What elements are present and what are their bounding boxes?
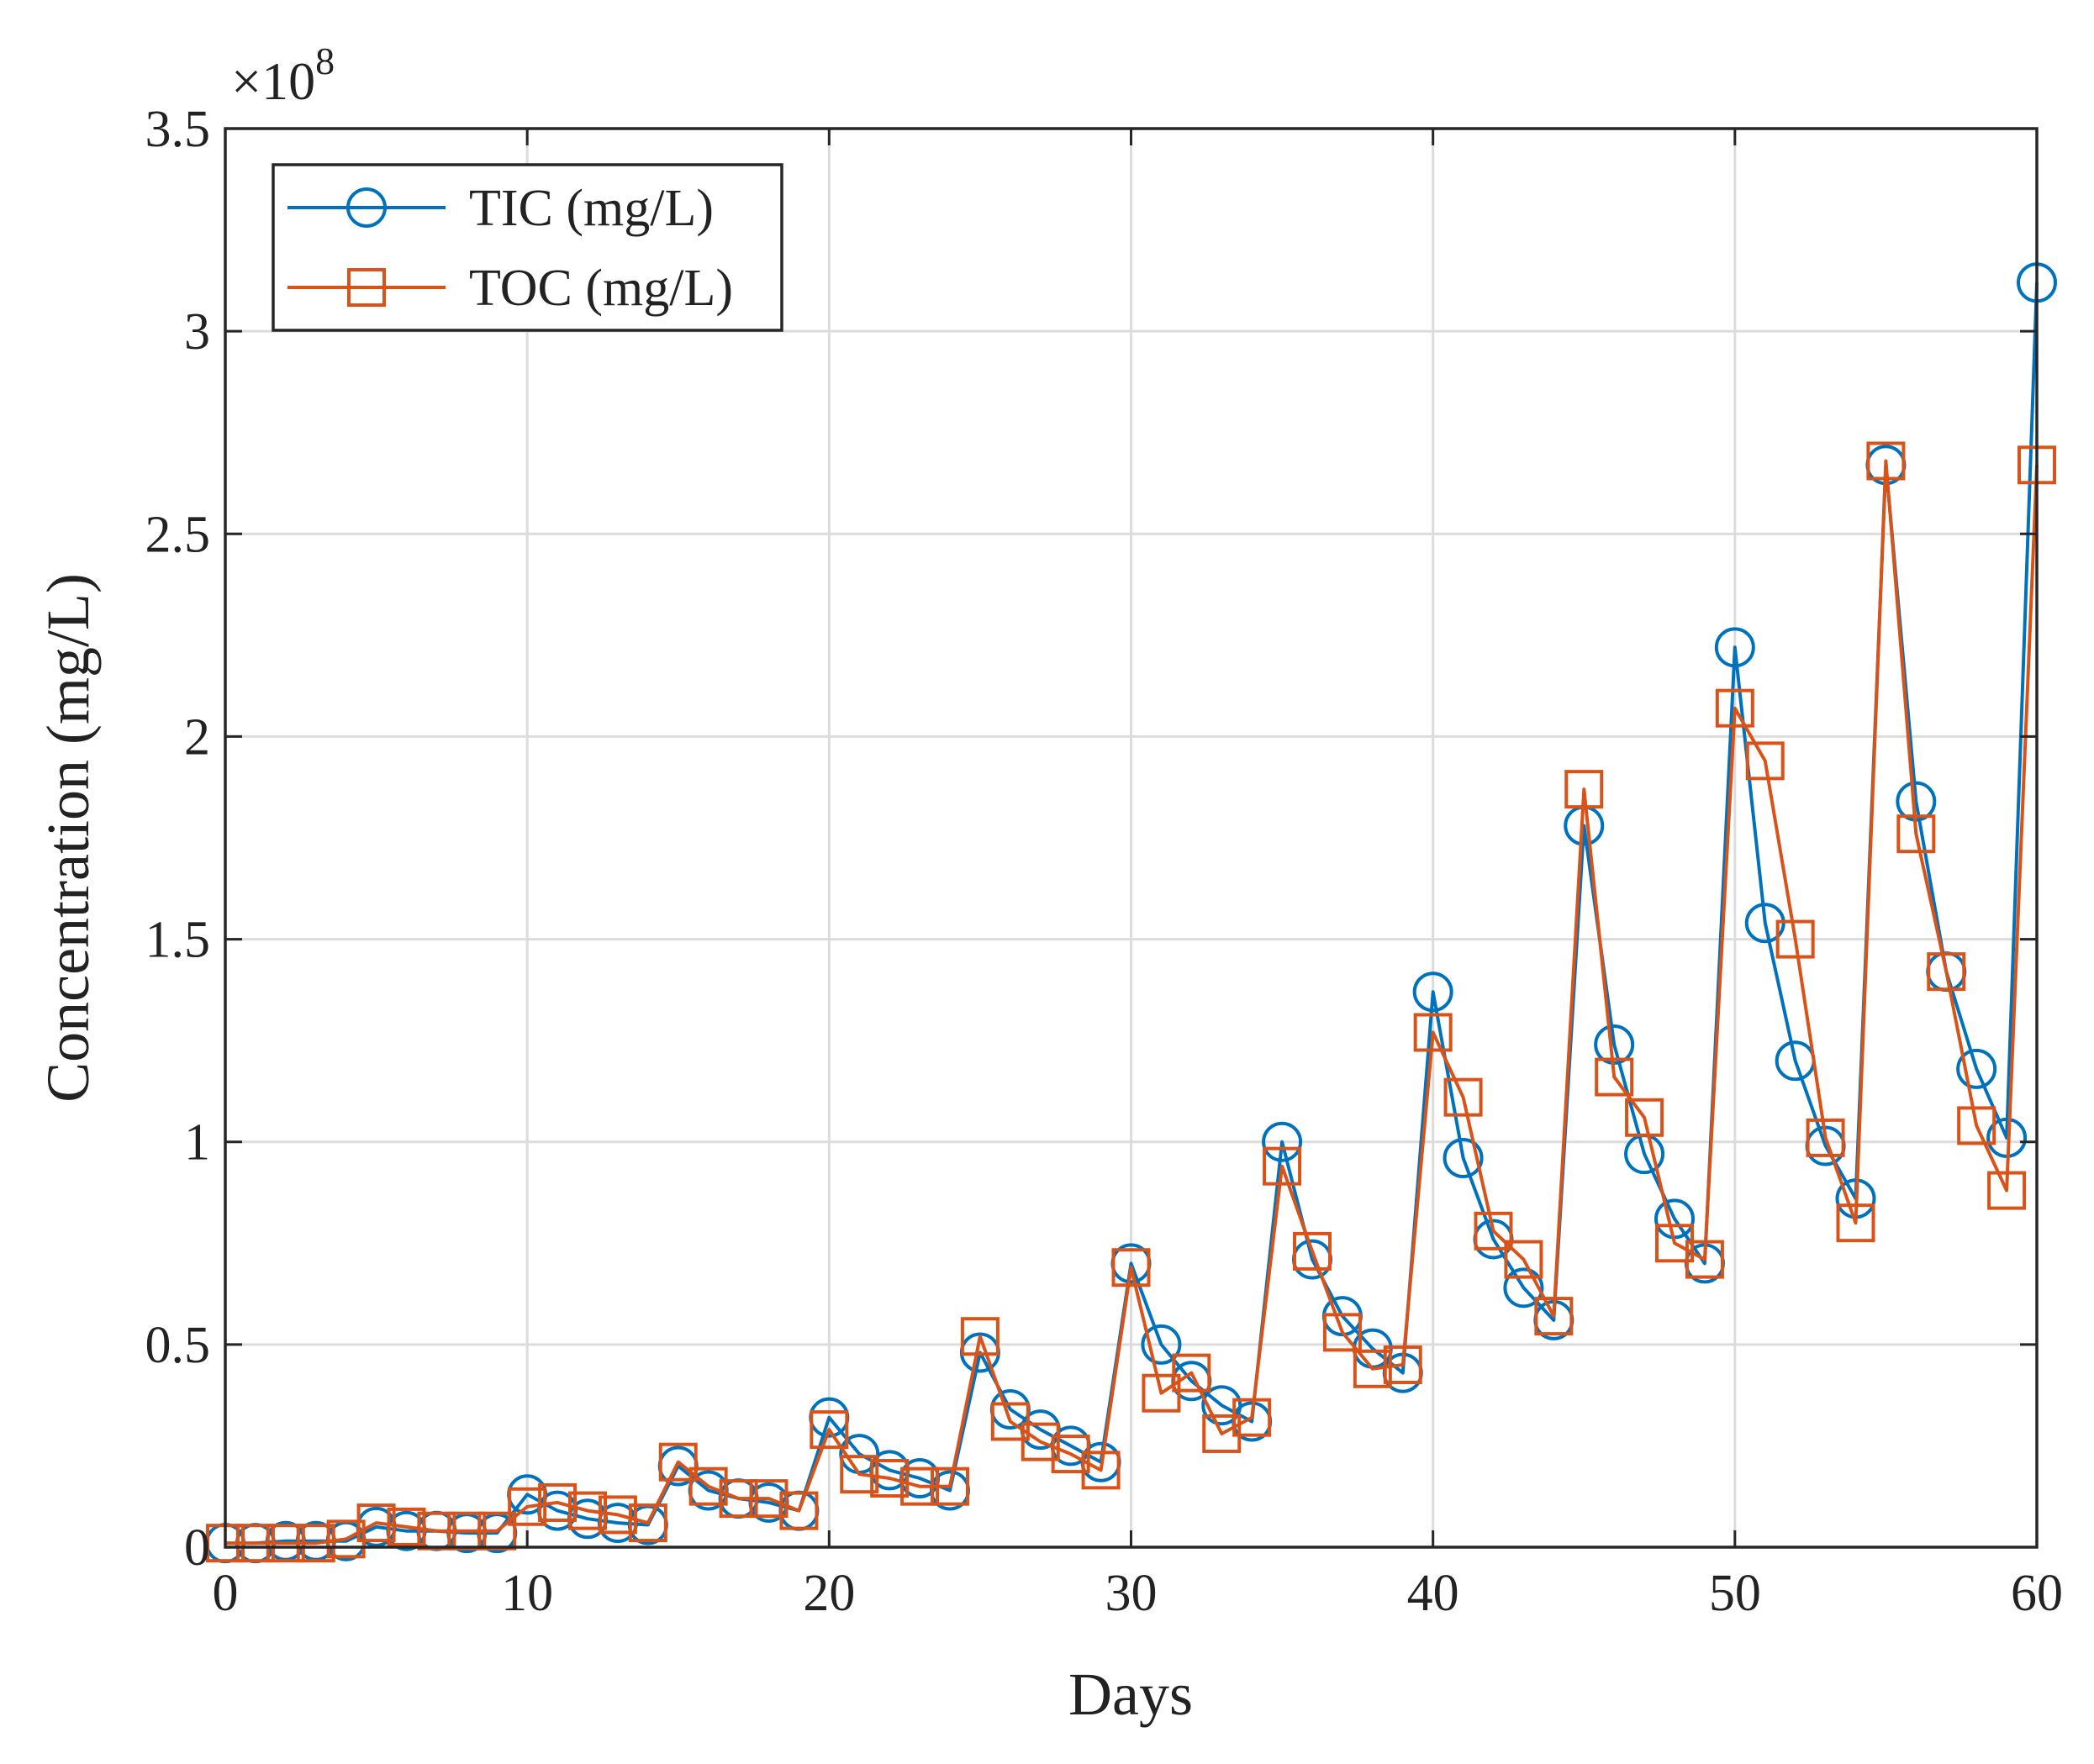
data-point-toc (387, 1507, 426, 1546)
y-tick-label: 0 (184, 1519, 210, 1577)
data-point-toc (900, 1466, 940, 1506)
data-point-toc (749, 1479, 789, 1519)
axis-tick-labels: 0 10 20 30 40 50 60 0 0.5 1 1.5 2 2.5 3 3.5 (145, 101, 2064, 1622)
series-toc (206, 441, 2056, 1563)
data-point-toc (1866, 441, 1906, 481)
y-tick-label: 0.5 (145, 1317, 211, 1374)
x-tick-label: 20 (803, 1565, 855, 1622)
data-point-toc (810, 1410, 849, 1450)
series-line-tic (225, 282, 2039, 1545)
grid (225, 129, 2037, 1547)
data-point-toc (1021, 1422, 1060, 1461)
data-point-tic (1956, 1048, 1997, 1089)
y-tick-label: 3.5 (145, 101, 211, 158)
x-tick-label: 30 (1105, 1565, 1158, 1622)
data-point-toc (356, 1503, 396, 1543)
x-tick-label: 40 (1407, 1565, 1459, 1622)
data-point-toc (1806, 1118, 1845, 1157)
x-tick-label: 50 (1709, 1565, 1761, 1622)
data-point-toc (266, 1524, 305, 1563)
data-point-toc (1142, 1373, 1181, 1413)
data-point-toc (1534, 1297, 1574, 1336)
data-point-toc (1957, 1106, 1996, 1145)
data-point-toc (1836, 1203, 1875, 1243)
x-axis-label: Days (1068, 1661, 1193, 1728)
data-point-toc (1987, 1171, 2027, 1210)
y-tick-label: 2.5 (145, 506, 211, 563)
data-point-tic (1262, 1121, 1303, 1162)
legend-marker-toc (347, 268, 386, 307)
series-layer (205, 262, 2057, 1564)
data-point-toc (1745, 741, 1785, 781)
legend-marker-tic (346, 187, 387, 228)
axis-ticks (224, 127, 2039, 1549)
data-point-toc (1715, 688, 1754, 728)
data-point-toc (1293, 1231, 1332, 1271)
x-tick-label: 60 (2011, 1565, 2063, 1622)
legend: TIC (mg/L) TOC (mg/L) (272, 163, 783, 332)
data-point-toc (1322, 1313, 1362, 1352)
data-point-toc (1474, 1211, 1513, 1251)
data-point-toc (1443, 1077, 1483, 1117)
data-point-toc (688, 1466, 728, 1506)
y-tick-label: 1.5 (145, 912, 211, 969)
data-point-toc (1383, 1345, 1422, 1384)
data-point-tic (1412, 972, 1453, 1013)
data-point-toc (1564, 770, 1604, 809)
data-point-toc (1927, 952, 1966, 992)
x-tick-label: 0 (213, 1565, 239, 1622)
data-point-toc (1685, 1240, 1724, 1279)
data-point-toc (598, 1495, 637, 1535)
data-point-toc (658, 1442, 698, 1482)
data-point-toc (508, 1487, 547, 1526)
x-tick-label: 10 (501, 1565, 553, 1622)
data-point-toc (538, 1482, 578, 1522)
y-tick-label: 2 (184, 708, 210, 766)
data-point-toc (1595, 1057, 1634, 1097)
data-point-toc (1172, 1353, 1211, 1393)
legend-label-tic: TIC (mg/L) (469, 180, 714, 237)
y-tick-label: 1 (184, 1114, 210, 1172)
data-point-toc (1413, 1013, 1453, 1052)
data-point-toc (719, 1479, 758, 1519)
data-point-tic (1141, 1324, 1182, 1365)
series-line-toc (225, 459, 2039, 1545)
y-tick-label: 3 (184, 303, 210, 361)
data-point-tic (1503, 1267, 1544, 1309)
y-exponent-label: ×108 (231, 39, 335, 111)
data-point-toc (1081, 1451, 1121, 1490)
data-point-toc (840, 1455, 879, 1494)
data-point-toc (990, 1402, 1030, 1441)
data-point-toc (870, 1459, 910, 1498)
data-point-toc (1896, 814, 1936, 854)
data-point-toc (568, 1491, 607, 1530)
data-point-toc (628, 1503, 667, 1543)
y-axis-label: Concentration (mg/L) (34, 573, 102, 1103)
legend-label-toc: TOC (mg/L) (469, 260, 733, 317)
data-point-toc (960, 1317, 1000, 1356)
data-point-toc (1353, 1349, 1392, 1388)
data-point-toc (1263, 1146, 1302, 1186)
data-point-toc (1775, 919, 1815, 959)
data-point-toc (1504, 1240, 1543, 1279)
data-point-toc (296, 1524, 335, 1563)
data-point-tic (1714, 627, 1755, 668)
data-point-toc (235, 1524, 275, 1563)
data-point-toc (779, 1491, 819, 1530)
data-point-toc (1625, 1098, 1664, 1137)
data-point-toc (931, 1466, 969, 1506)
data-point-toc (1111, 1248, 1151, 1287)
data-point-toc (1232, 1398, 1272, 1437)
data-point-tic (1443, 1138, 1484, 1179)
